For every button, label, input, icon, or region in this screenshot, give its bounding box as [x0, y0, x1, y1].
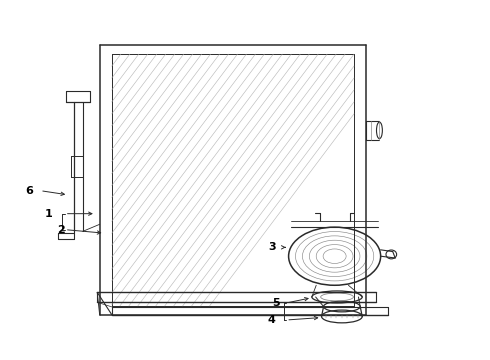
Text: 3: 3 — [268, 242, 275, 252]
Text: 4: 4 — [268, 315, 275, 325]
Text: 1: 1 — [45, 209, 53, 219]
Text: 2: 2 — [57, 225, 65, 235]
Text: 6: 6 — [25, 186, 33, 195]
Text: 5: 5 — [272, 298, 280, 308]
